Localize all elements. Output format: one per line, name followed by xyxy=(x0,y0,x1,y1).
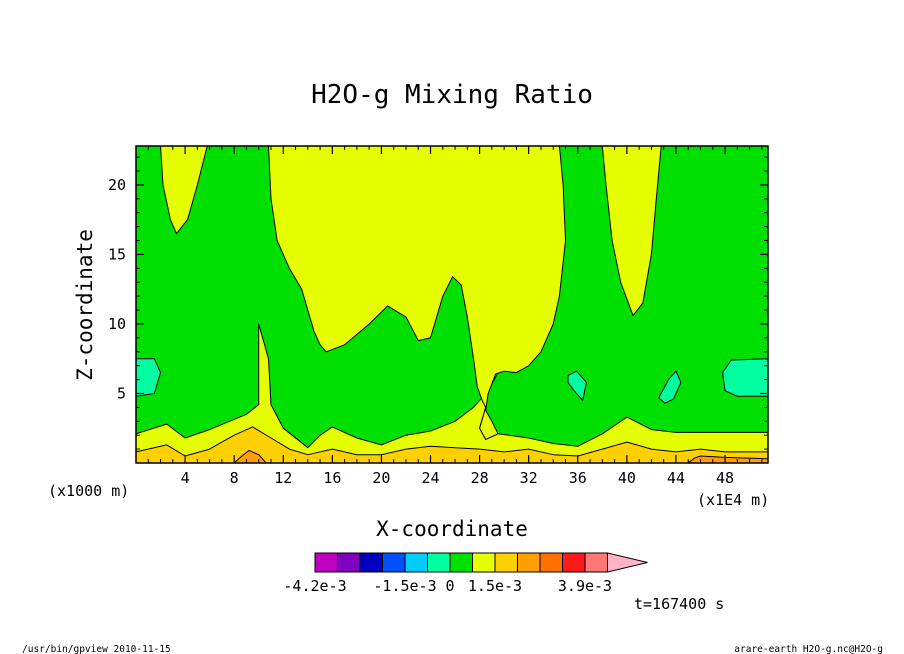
x-tick-label: 48 xyxy=(716,469,734,487)
colorbar-label: 1.5e-3 xyxy=(468,577,522,595)
x-tick-label: 24 xyxy=(421,469,439,487)
x-tick-label: 8 xyxy=(230,469,239,487)
plot-frame xyxy=(135,145,769,464)
colorbar-label: -4.2e-3 xyxy=(283,577,346,595)
x-axis-label: X-coordinate xyxy=(376,517,528,541)
colorbar-swatch xyxy=(427,552,451,573)
colorbar-swatch xyxy=(494,552,518,573)
y-axis-label: Z-coordinate xyxy=(73,229,97,381)
x-tick-label: 4 xyxy=(181,469,190,487)
cyan-patch-right-edge xyxy=(722,358,768,397)
y-tick-label: 15 xyxy=(108,245,126,263)
colorbar-labels: -4.2e-3 -1.5e-3 0 1.5e-3 3.9e-3 xyxy=(283,577,612,595)
plot-area xyxy=(135,145,769,464)
colorbar xyxy=(314,552,648,573)
colorbar-swatch xyxy=(562,552,586,573)
colorbar-swatch xyxy=(359,552,383,573)
right-yellow-plume xyxy=(601,146,662,317)
lower-orange-band xyxy=(136,426,768,463)
bottom-dark-orange-patch xyxy=(233,450,768,463)
colorbar-swatch xyxy=(472,552,496,573)
upper-left-yellow-plume xyxy=(160,146,208,235)
x-tick-label: 20 xyxy=(372,469,390,487)
x-tick-label: 12 xyxy=(274,469,292,487)
chart-title: H2O-g Mixing Ratio xyxy=(311,80,593,110)
footer-left: /usr/bin/gpview 2010-11-15 xyxy=(22,644,171,654)
colorbar-swatch xyxy=(449,552,473,573)
cyan-patch-right-inner xyxy=(658,370,682,404)
colorbar-swatch xyxy=(517,552,541,573)
y-tick-label: 20 xyxy=(108,176,126,194)
x-unit-right: (x1E4 m) xyxy=(697,491,769,509)
colorbar-extend-arrow xyxy=(607,552,648,573)
colorbar-swatch xyxy=(539,552,563,573)
x-tick-label: 32 xyxy=(520,469,538,487)
colorbar-label: -1.5e-3 xyxy=(373,577,436,595)
x-tick-label: 16 xyxy=(323,469,341,487)
x-unit-left: (x1000 m) xyxy=(48,482,129,500)
x-tick-label: 28 xyxy=(471,469,489,487)
x-axis: 4 8 12 16 20 24 28 32 36 40 44 48 xyxy=(147,146,763,487)
x-tick-label: 44 xyxy=(667,469,685,487)
colorbar-label: 3.9e-3 xyxy=(558,577,612,595)
x-tick-label: 40 xyxy=(618,469,636,487)
colorbar-swatch xyxy=(404,552,428,573)
cyan-patch-left xyxy=(136,358,161,397)
y-axis: 5 10 15 20 xyxy=(108,156,768,450)
colorbar-swatch xyxy=(382,552,406,573)
central-yellow-region xyxy=(268,146,566,440)
y-tick-label: 10 xyxy=(108,315,126,333)
y-tick-label: 5 xyxy=(117,384,126,402)
cyan-patch-mid xyxy=(567,370,587,401)
x-tick-label: 36 xyxy=(569,469,587,487)
colorbar-swatch xyxy=(314,552,338,573)
time-label: t=167400 s xyxy=(634,595,724,613)
colorbar-label: 0 xyxy=(445,577,454,595)
colorbar-swatch xyxy=(584,552,608,573)
footer-right: arare-earth_H2O-g.nc@H2O-g xyxy=(734,644,883,654)
colorbar-swatch xyxy=(337,552,361,573)
